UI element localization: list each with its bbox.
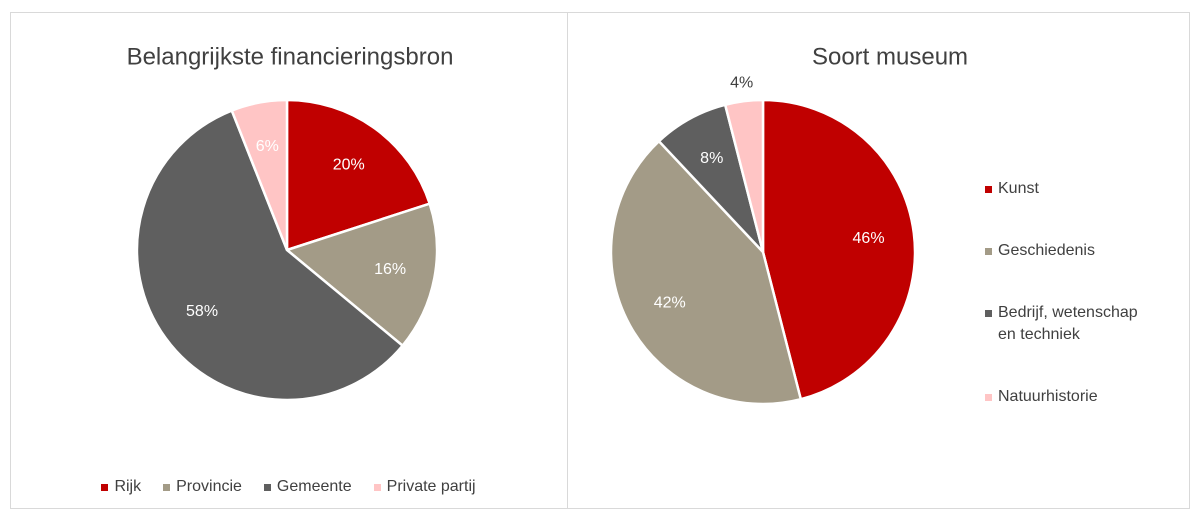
legend-item: Geschiedenis (985, 240, 1155, 262)
data-label: 6% (256, 138, 279, 155)
chart-title: Belangrijkste financieringsbron (127, 43, 454, 70)
legend-swatch (263, 484, 271, 491)
data-label: 20% (333, 156, 365, 173)
legend-label: Gemeente (276, 478, 352, 495)
pie-slice (609, 139, 803, 406)
data-label: 16% (374, 261, 406, 278)
legend-item: Natuurhistorie (985, 386, 1155, 408)
legend-label: Kunst (998, 180, 1039, 197)
chart-title: Soort museum (812, 43, 968, 70)
legend-label: Private partij (386, 478, 476, 495)
data-label: 42% (654, 294, 686, 311)
panel-border (567, 12, 1190, 509)
legend-swatch (985, 248, 992, 255)
legend-swatch (163, 484, 171, 491)
legend: Kunst Geschiedenis Bedrijf, wetenschap en … (985, 178, 1155, 408)
pie-slice (723, 98, 765, 253)
legend-item: Rijk (101, 476, 141, 498)
data-label: 4% (730, 74, 753, 91)
legend: Rijk Provincie Gemeente Private partij (10, 476, 567, 498)
legend-label: Natuurhistorie (998, 388, 1098, 405)
legend-label: Rijk (114, 478, 142, 495)
pie-slice (284, 202, 439, 348)
legend-swatch (985, 310, 992, 317)
legend-label: Bedrijf, wetenschap en techniek (998, 304, 1138, 343)
legend-item: Kunst (985, 178, 1155, 200)
pie-slice (135, 108, 405, 402)
data-label: 46% (853, 230, 885, 247)
legend-label: Geschiedenis (998, 242, 1095, 259)
legend-item: Bedrijf, wetenschap en techniek (985, 302, 1155, 346)
pie-slice (230, 98, 289, 251)
data-label: 8% (700, 150, 723, 167)
pie-slice (761, 98, 917, 401)
legend-item: Provincie (163, 476, 242, 498)
legend-swatch (373, 484, 381, 491)
data-label: 58% (186, 303, 218, 320)
pie-slice (285, 98, 432, 252)
legend-swatch (101, 484, 109, 491)
legend-item: Private partij (373, 476, 476, 498)
legend-item: Gemeente (263, 476, 352, 498)
legend-swatch (985, 186, 992, 193)
legend-label: Provincie (176, 478, 242, 495)
legend-swatch (985, 394, 992, 401)
